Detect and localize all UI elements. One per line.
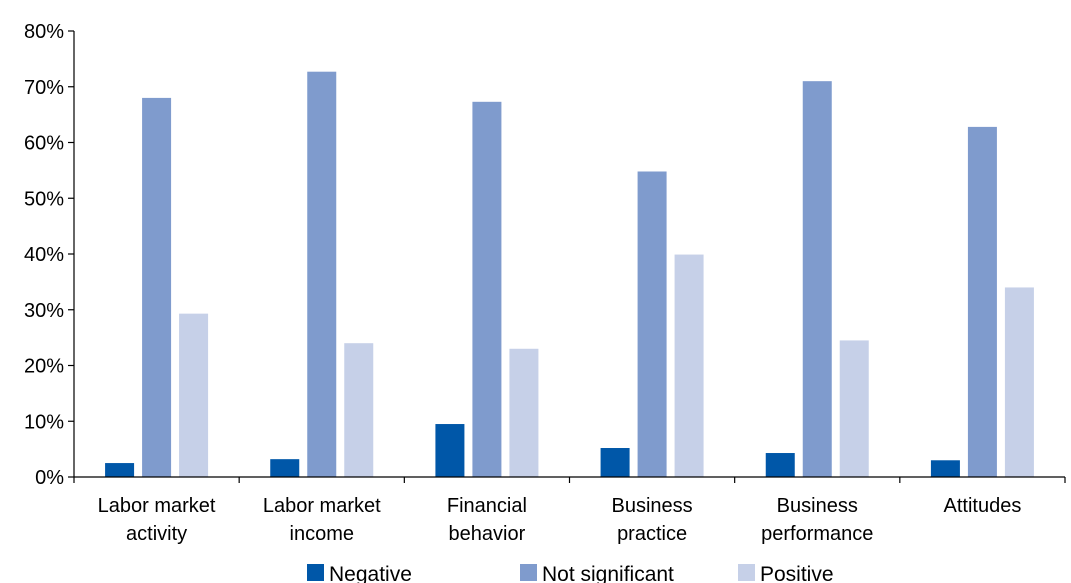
x-category-label: activity — [126, 523, 187, 545]
bar-negative — [765, 453, 795, 477]
y-tick-label: 0% — [35, 467, 64, 489]
bar-not-significant — [637, 171, 667, 478]
x-category-label: Labor market — [263, 495, 381, 517]
x-category-label: practice — [617, 523, 687, 545]
x-category-label: Business — [777, 495, 858, 517]
bars — [105, 71, 1034, 478]
y-axis: 0% 10% 20% 30% 40% 50% 60% 70% 80% — [24, 21, 75, 489]
legend-label: Positive — [760, 563, 834, 583]
bar-positive — [674, 254, 704, 477]
legend-swatch — [738, 564, 755, 581]
legend-label: Negative — [329, 563, 412, 583]
y-tick-label: 50% — [24, 188, 64, 210]
y-tick-label: 20% — [24, 356, 64, 378]
bar-not-significant — [967, 126, 997, 477]
legend-swatch — [520, 564, 537, 581]
x-category-label: Attitudes — [944, 495, 1022, 517]
x-category-label: Financial — [447, 495, 527, 517]
legend-swatch — [307, 564, 324, 581]
legend: Negative Not significant Positive — [307, 563, 834, 583]
y-tick-label: 70% — [24, 77, 64, 99]
bar-not-significant — [802, 81, 832, 478]
bar-positive — [179, 313, 209, 477]
bar-negative — [105, 463, 135, 477]
y-tick-label: 10% — [24, 411, 64, 433]
x-category-label: income — [290, 523, 354, 545]
bar-not-significant — [307, 71, 337, 477]
legend-label: Not significant — [542, 563, 674, 583]
bar-positive — [1004, 287, 1034, 477]
bar-negative — [270, 459, 300, 477]
bar-negative — [435, 424, 465, 477]
x-axis: Labor market activity Labor market income Fi… — [73, 476, 1066, 545]
y-tick-label: 30% — [24, 300, 64, 322]
x-category-label: Labor market — [98, 495, 216, 517]
bar-negative — [930, 460, 960, 477]
x-category-label: Business — [612, 495, 693, 517]
bar-negative — [600, 448, 630, 477]
y-tick-label: 40% — [24, 244, 64, 266]
bar-positive — [509, 348, 539, 477]
y-tick-label: 60% — [24, 133, 64, 155]
bar-positive — [839, 340, 869, 477]
y-tick-label: 80% — [24, 21, 64, 43]
bar-not-significant — [142, 97, 172, 478]
bar-positive — [344, 343, 374, 477]
x-category-label: behavior — [449, 523, 526, 545]
bar-not-significant — [472, 101, 502, 478]
x-category-label: performance — [761, 523, 873, 545]
